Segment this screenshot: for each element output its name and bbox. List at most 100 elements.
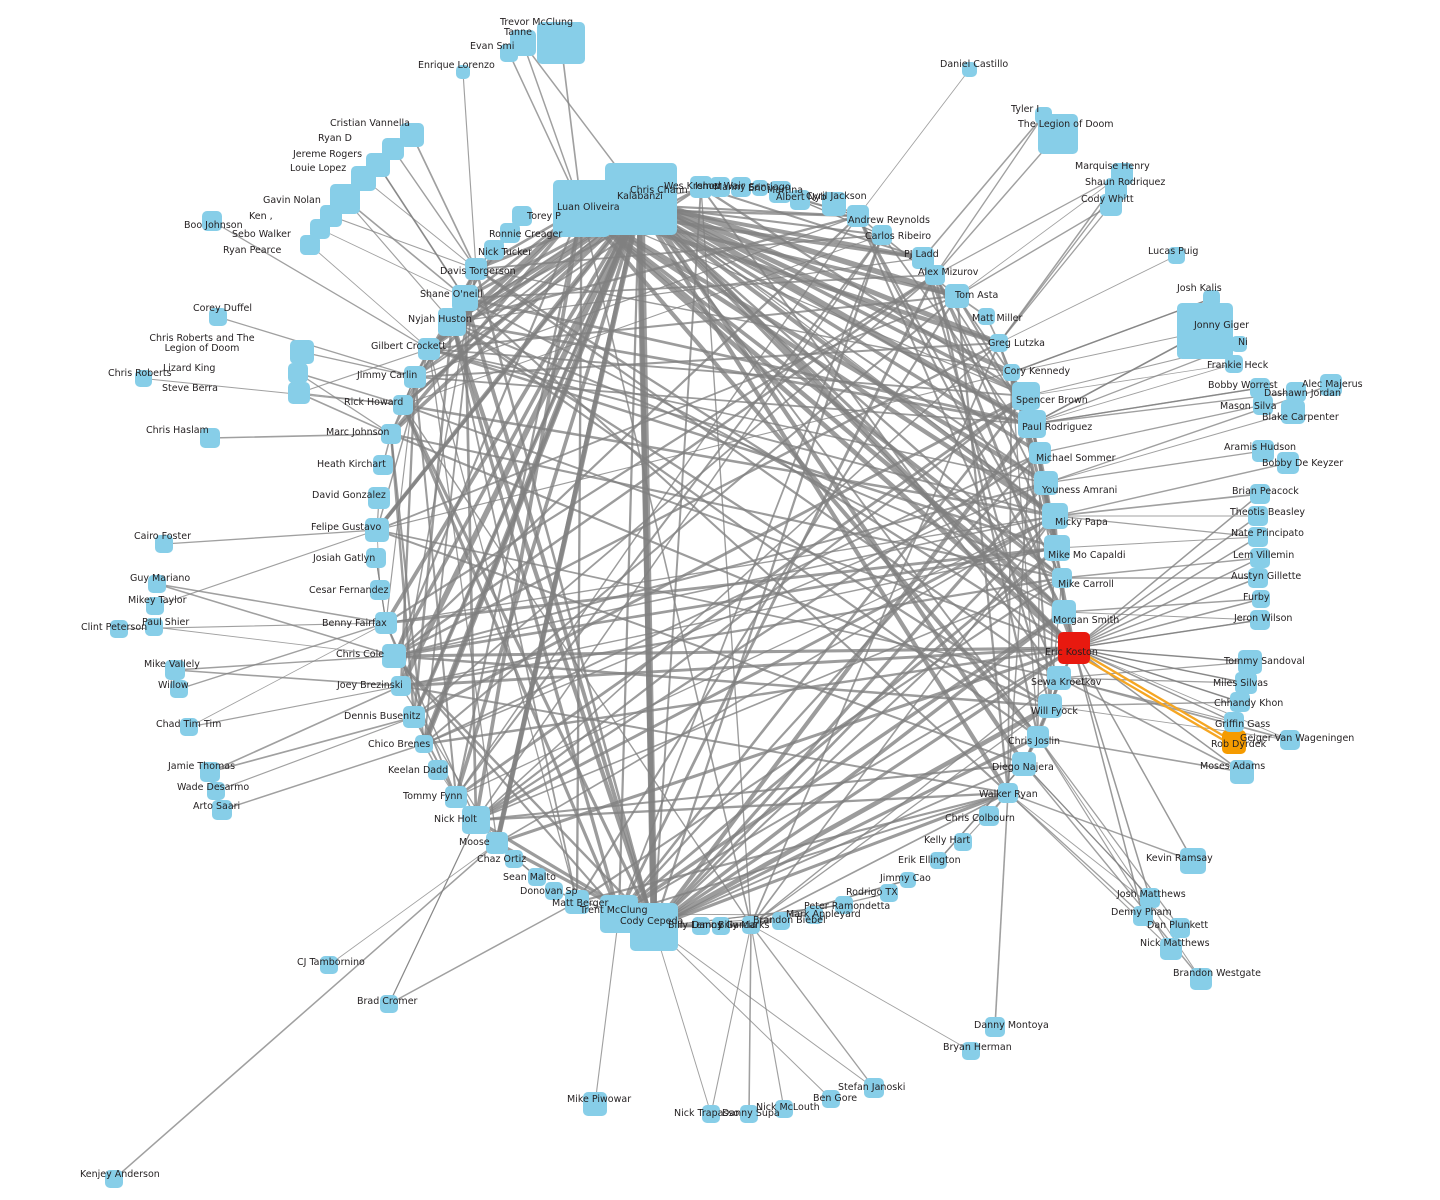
graph-node[interactable] [731,177,751,197]
graph-node[interactable] [1133,906,1153,926]
graph-node[interactable] [415,735,433,753]
graph-node[interactable] [1286,382,1306,402]
graph-node[interactable] [105,1170,123,1188]
graph-node[interactable] [553,180,610,237]
graph-node[interactable] [1018,410,1046,438]
graph-node[interactable] [1042,503,1068,529]
graph-node[interactable] [505,850,523,868]
graph-node[interactable] [1034,471,1058,495]
graph-node[interactable] [418,338,440,360]
graph-node[interactable] [880,884,898,902]
graph-node[interactable] [290,340,314,364]
graph-node[interactable] [110,620,128,638]
graph-node[interactable] [1230,760,1254,784]
graph-node[interactable] [155,535,173,553]
graph-node[interactable] [630,903,678,951]
graph-node[interactable] [1180,848,1206,874]
graph-node[interactable] [382,644,406,668]
graph-node[interactable] [484,240,504,260]
graph-node[interactable] [805,906,823,924]
graph-node[interactable] [146,597,164,615]
graph-node[interactable] [690,176,712,198]
graph-node[interactable] [320,956,338,974]
graph-node[interactable] [1177,303,1233,359]
graph-node[interactable] [200,762,220,782]
graph-node[interactable] [1280,730,1300,750]
graph-node[interactable] [712,917,730,935]
graph-node[interactable] [1248,527,1268,547]
graph-node[interactable] [1058,632,1090,664]
graph-node[interactable] [835,896,853,914]
graph-node[interactable] [985,1017,1005,1037]
graph-node[interactable] [1027,726,1049,748]
graph-node[interactable] [1168,247,1185,264]
graph-node[interactable] [365,518,389,542]
graph-node[interactable] [170,680,188,698]
graph-node[interactable] [373,455,393,475]
graph-node[interactable] [456,65,470,79]
graph-node[interactable] [612,178,666,232]
graph-node[interactable] [740,1105,758,1123]
graph-node[interactable] [1248,568,1268,588]
graph-node[interactable] [1222,730,1246,754]
graph-node[interactable] [702,1105,720,1123]
graph-node[interactable] [370,580,390,600]
graph-node[interactable] [1029,442,1051,464]
graph-node[interactable] [1038,114,1078,154]
graph-node[interactable] [545,882,563,900]
graph-node[interactable] [452,285,478,311]
graph-node[interactable] [500,44,518,62]
graph-node[interactable] [1038,694,1062,718]
graph-node[interactable] [428,760,448,780]
graph-node[interactable] [1100,194,1122,216]
graph-node[interactable] [200,428,220,448]
graph-node[interactable] [1235,672,1257,694]
graph-node[interactable] [925,265,945,285]
graph-node[interactable] [1047,666,1071,690]
graph-node[interactable] [1250,484,1270,504]
graph-node[interactable] [822,192,846,216]
graph-node[interactable] [462,806,490,834]
graph-node[interactable] [403,706,425,728]
graph-node[interactable] [209,308,227,326]
graph-node[interactable] [1281,400,1305,424]
graph-node[interactable] [1250,378,1270,398]
graph-node[interactable] [1238,650,1262,674]
graph-node[interactable] [930,852,947,869]
graph-node[interactable] [912,247,934,269]
graph-node[interactable] [710,177,730,197]
graph-node[interactable] [366,548,386,568]
graph-node[interactable] [979,806,999,826]
graph-node[interactable] [692,917,710,935]
graph-node[interactable] [381,424,401,444]
graph-node[interactable] [1252,590,1270,608]
graph-node[interactable] [1190,968,1212,990]
graph-node[interactable] [1012,752,1036,776]
graph-node[interactable] [1003,364,1020,381]
graph-node[interactable] [1231,336,1247,352]
graph-node[interactable] [300,235,320,255]
graph-node[interactable] [438,308,466,336]
graph-node[interactable] [1225,355,1243,373]
graph-node[interactable] [145,618,163,636]
graph-node[interactable] [900,872,916,888]
graph-node[interactable] [1140,888,1160,908]
graph-node[interactable] [288,363,308,383]
graph-node[interactable] [148,575,166,593]
graph-node[interactable] [998,783,1018,803]
graph-node[interactable] [954,833,972,851]
graph-node[interactable] [990,334,1008,352]
graph-node[interactable] [1160,938,1182,960]
graph-node[interactable] [1170,918,1190,938]
graph-node[interactable] [512,206,532,226]
graph-node[interactable] [742,916,760,934]
graph-node[interactable] [212,800,232,820]
graph-node[interactable] [600,895,638,933]
graph-node[interactable] [1224,712,1244,732]
graph-node[interactable] [769,181,791,203]
graph-node[interactable] [1052,568,1072,588]
graph-node[interactable] [393,395,413,415]
graph-node[interactable] [486,832,508,854]
graph-node[interactable] [1230,692,1250,712]
graph-node[interactable] [135,370,152,387]
